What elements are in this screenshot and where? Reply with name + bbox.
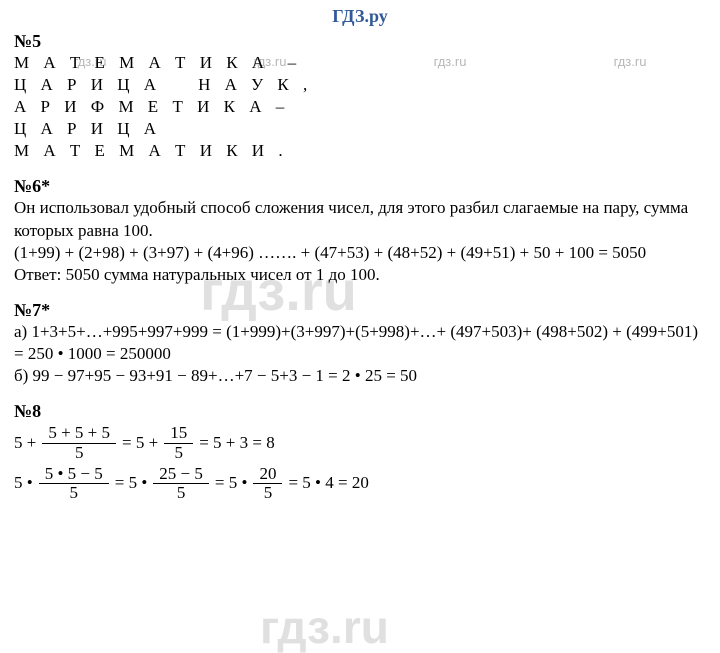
- frac-bot: 5: [63, 484, 84, 503]
- problem-number: №7*: [14, 300, 706, 321]
- mid: = 5 +: [122, 434, 158, 453]
- p6-answer: Ответ: 5050 сумма натуральных чисел от 1…: [14, 264, 706, 286]
- tail: = 5 + 3 = 8: [199, 434, 275, 453]
- frac-bot: 5: [258, 484, 279, 503]
- p5-line: М А Т Е М А Т И К И .: [14, 140, 706, 162]
- mid: = 5 •: [115, 474, 148, 493]
- p8-row2: 5 • 5 • 5 − 5 5 = 5 • 25 − 5 5 = 5 • 20 …: [14, 465, 706, 503]
- p5-line: Ц А Р И Ц А: [14, 118, 706, 140]
- fraction: 20 5: [253, 465, 282, 503]
- p8-row1: 5 + 5 + 5 + 5 5 = 5 + 15 5 = 5 + 3 = 8: [14, 424, 706, 462]
- frac-top: 15: [164, 424, 193, 444]
- fraction: 5 • 5 − 5 5: [39, 465, 109, 503]
- p5-line: А Р И Ф М Е Т И К А –: [14, 96, 706, 118]
- p6-text: Он использовал удобный способ сложения ч…: [14, 197, 706, 241]
- fraction: 15 5: [164, 424, 193, 462]
- problem-number: №6*: [14, 176, 706, 197]
- problem-5: №5 М А Т Е М А Т И К А – Ц А Р И Ц А Н А…: [14, 31, 706, 162]
- tail: = 5 • 4 = 20: [288, 474, 368, 493]
- problem-8: №8 5 + 5 + 5 + 5 5 = 5 + 15 5 = 5 + 3 = …: [14, 401, 706, 503]
- page-header: ГДЗ.ру: [14, 0, 706, 31]
- p7-a: а) 1+3+5+…+995+997+999 = (1+999)+(3+997)…: [14, 321, 706, 365]
- frac-top: 5 • 5 − 5: [39, 465, 109, 485]
- frac-bot: 5: [69, 444, 90, 463]
- frac-top: 25 − 5: [153, 465, 209, 485]
- problem-6: №6* Он использовал удобный способ сложен…: [14, 176, 706, 285]
- lead: 5 •: [14, 474, 33, 493]
- watermark-big: гдз.ru: [260, 600, 389, 653]
- problem-7: №7* а) 1+3+5+…+995+997+999 = (1+999)+(3+…: [14, 300, 706, 387]
- frac-bot: 5: [168, 444, 189, 463]
- mid: = 5 •: [215, 474, 248, 493]
- p5-line: Ц А Р И Ц А Н А У К ,: [14, 74, 706, 96]
- p5-line: М А Т Е М А Т И К А –: [14, 52, 706, 74]
- frac-bot: 5: [171, 484, 192, 503]
- lead: 5 +: [14, 434, 36, 453]
- p7-b: б) 99 − 97+95 − 93+91 − 89+…+7 − 5+3 − 1…: [14, 365, 706, 387]
- frac-top: 20: [253, 465, 282, 485]
- problem-number: №5: [14, 31, 706, 52]
- frac-top: 5 + 5 + 5: [42, 424, 116, 444]
- fraction: 5 + 5 + 5 5: [42, 424, 116, 462]
- p6-expr: (1+99) + (2+98) + (3+97) + (4+96) ……. + …: [14, 242, 706, 264]
- fraction: 25 − 5 5: [153, 465, 209, 503]
- problem-number: №8: [14, 401, 706, 422]
